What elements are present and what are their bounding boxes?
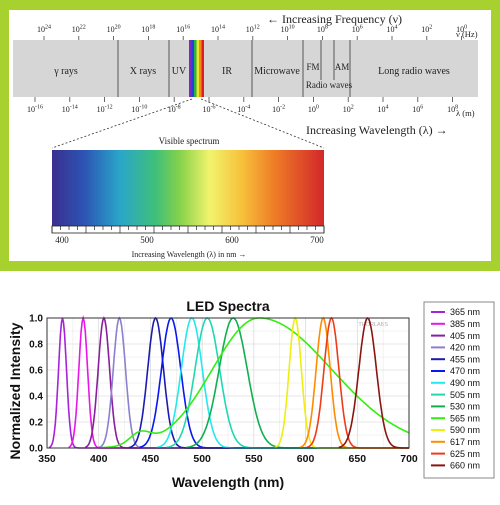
wavelength-tick-label: 10-2 (272, 105, 285, 115)
visible-spectrum-gradient (52, 150, 324, 226)
wavelength-tick-labels: 10-16 10-14 10-12 10-10 10-8 10-6 10-4 10-2 100 1… (27, 97, 458, 114)
plot-frame (46, 317, 410, 449)
wavelength-tick-label: 10-16 (27, 105, 43, 115)
led-spectra-section: LED Spectra Normalized Intensity Wavelen… (0, 271, 500, 500)
wavelength-tick-label: 10-8 (168, 105, 181, 115)
y-axis-label: Normalized Intensity (7, 322, 23, 459)
wavelength-tick-label: 104 (378, 105, 389, 115)
region-ir: IR (222, 66, 232, 77)
wavelength-tick-label: 10-4 (237, 105, 250, 115)
frequency-tick-labels: 1024 1022 1020 1018 1016 1014 1012 1010 108 106 10… (37, 25, 467, 40)
x-tick-label: 600 (297, 453, 315, 465)
visible-spectrum-ruler (51, 225, 325, 234)
region-x-rays: X rays (130, 66, 156, 77)
legend-label: 420 nm (450, 343, 480, 353)
x-tick-label: 400 (90, 453, 108, 465)
legend-label: 590 nm (450, 425, 480, 435)
x-tick-label: 700 (400, 453, 418, 465)
legend-label: 405 nm (450, 331, 480, 341)
region-long-radio-waves: Long radio waves (378, 66, 450, 77)
frequency-tick-label: 106 (352, 25, 363, 35)
region-uv: UV (172, 66, 187, 77)
y-tick-label: 0.4 (29, 392, 43, 403)
region-am: AM (335, 62, 350, 72)
visible-band-stripes (189, 40, 204, 97)
frequency-tick-label: 1016 (176, 25, 190, 35)
x-tick-label: 500 (193, 453, 211, 465)
frequency-tick-label: 1010 (281, 25, 295, 35)
frequency-axis-title: ← Increasing Frequency (ν) (267, 12, 402, 26)
x-tick-label: 550 (245, 453, 263, 465)
visible-tick-label: 400 (55, 235, 69, 245)
legend-label: 625 nm (450, 449, 480, 459)
led-spectra-chart: LED Spectra Normalized Intensity Wavelen… (7, 298, 495, 490)
y-tick-label: 0.8 (29, 340, 43, 351)
legend-label: 505 nm (450, 390, 480, 400)
x-tick-label: 650 (349, 453, 367, 465)
wavelength-tick-label: 10-10 (131, 105, 147, 115)
region-microwave: Microwave (254, 66, 300, 77)
x-tick-label: 350 (38, 453, 56, 465)
y-tick-label: 0.0 (29, 444, 43, 455)
wavelength-tick-label: 10-12 (97, 105, 113, 115)
frequency-tick-label: 104 (387, 25, 398, 35)
x-axis-label: Wavelength (nm) (172, 474, 284, 490)
x-tick-label: 450 (142, 453, 160, 465)
legend-label: 365 nm (450, 307, 480, 317)
thorlabs-watermark: THORLABS (358, 322, 388, 328)
visible-tick-label: 500 (140, 235, 154, 245)
frequency-tick-label: 1022 (72, 25, 86, 35)
wavelength-tick-label: 100 (308, 105, 319, 115)
frequency-tick-label: 1020 (107, 25, 121, 35)
wavelength-tick-label: 102 (343, 105, 354, 115)
legend-box (423, 301, 495, 479)
frequency-unit-label: ν (Hz) (456, 29, 478, 39)
legend-label: 660 nm (450, 461, 480, 471)
legend-label: 455 nm (450, 354, 480, 364)
frequency-tick-label: 102 (421, 25, 432, 35)
frequency-tick-label: 1014 (211, 25, 225, 35)
legend-label: 565 nm (450, 413, 480, 423)
visible-spectrum-title: Visible spectrum (159, 136, 220, 146)
y-tick-label: 0.2 (29, 418, 43, 429)
visible-axis-title: Increasing Wavelength (λ) in nm → (132, 250, 247, 259)
y-tick-label: 0.6 (29, 366, 43, 377)
wavelength-unit-label: λ (m) (456, 108, 475, 118)
legend-label: 470 nm (450, 366, 480, 376)
legend-label: 385 nm (450, 319, 480, 329)
frequency-tick-label: 100 (456, 25, 467, 35)
em-spectrum-svg: ← Increasing Frequency (ν) 1024 1022 1020 1… (13, 12, 478, 259)
zoom-guide-left (51, 98, 193, 149)
wavelength-axis-title: Increasing Wavelength (λ) → (306, 123, 448, 137)
visible-tick-label: 600 (225, 235, 239, 245)
legend-label: 490 nm (450, 378, 480, 388)
chart-title: LED Spectra (186, 298, 269, 314)
legend-label: 617 nm (450, 437, 480, 447)
legend-label: 530 nm (450, 402, 480, 412)
em-band (13, 40, 478, 97)
frequency-tick-label: 108 (317, 25, 328, 35)
wavelength-tick-label: 106 (412, 105, 423, 115)
frequency-tick-label: 1012 (246, 25, 260, 35)
wavelength-tick-label: 108 (447, 105, 458, 115)
region-gamma-rays: γ rays (53, 66, 78, 77)
region-radio-waves: Radio waves (306, 80, 353, 90)
wavelength-tick-label: 10-14 (62, 105, 78, 115)
frequency-tick-label: 1018 (141, 25, 155, 35)
wavelength-tick-label: 10-6 (203, 105, 216, 115)
region-fm: FM (306, 62, 319, 72)
em-spectrum-diagram: ← Increasing Frequency (ν) 1024 1022 1020 1… (9, 10, 491, 261)
visible-tick-label: 700 (310, 235, 324, 245)
frequency-tick-label: 1024 (37, 25, 51, 35)
em-spectrum-panel: ← Increasing Frequency (ν) 1024 1022 1020 1… (0, 0, 500, 271)
y-tick-label: 1.0 (29, 314, 43, 325)
